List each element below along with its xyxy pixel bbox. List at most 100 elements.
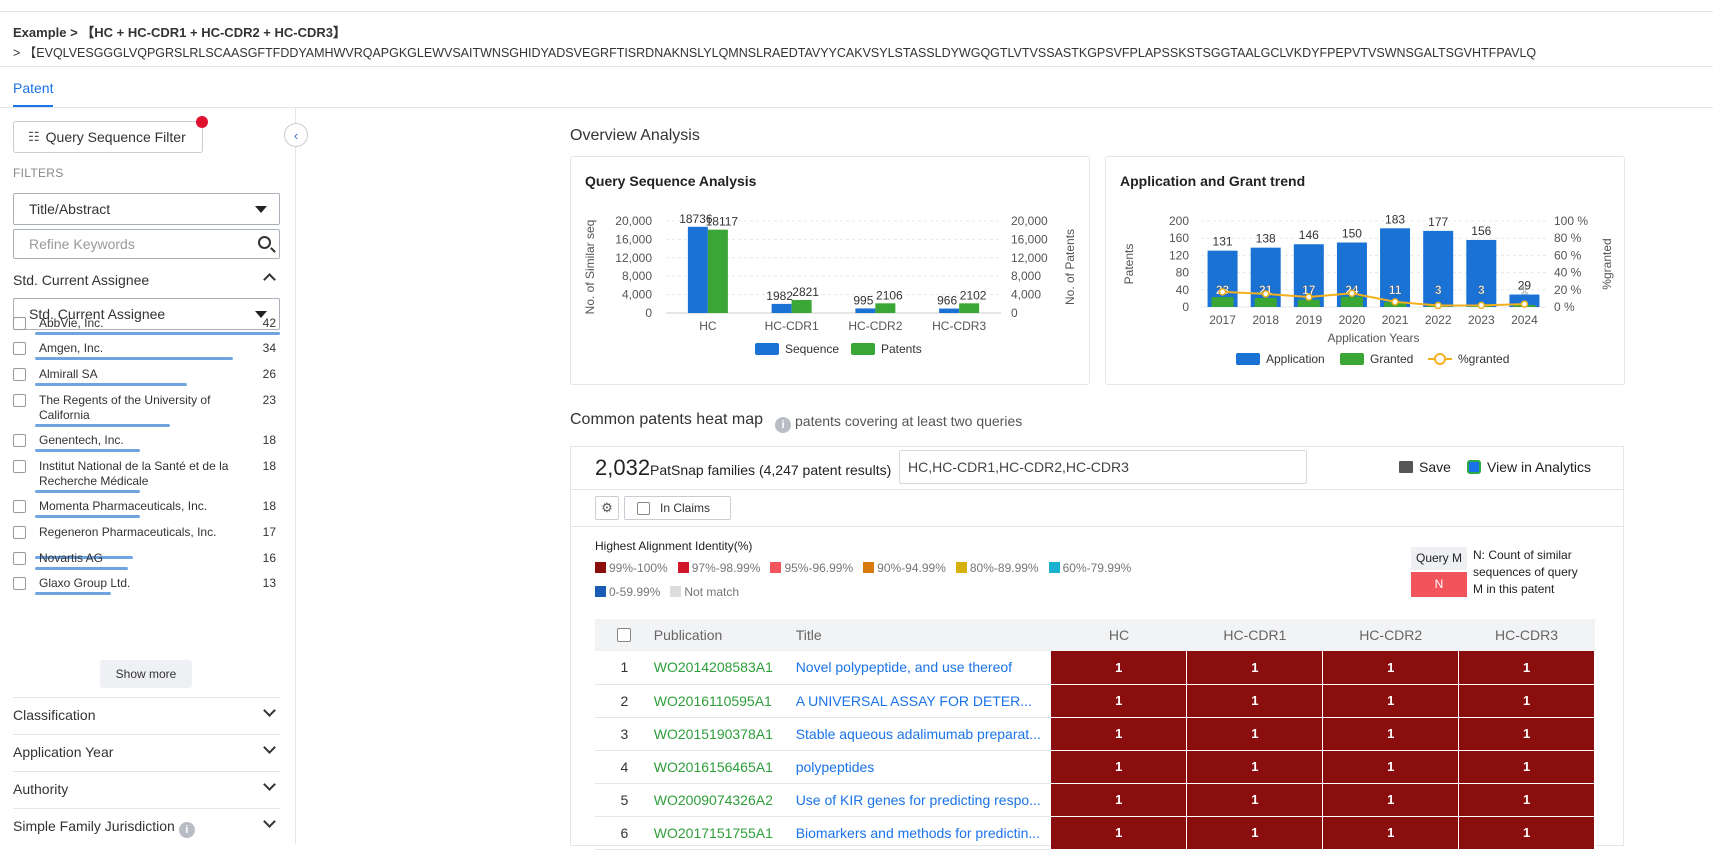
- assignee-checkbox[interactable]: [13, 342, 26, 355]
- publication-link[interactable]: WO2016156465A1: [654, 750, 796, 783]
- heat-cell-hc[interactable]: 1: [1051, 816, 1187, 849]
- assignee-name[interactable]: Momenta Pharmaceuticals, Inc.: [39, 499, 229, 514]
- heat-cell-hc-cdr3[interactable]: 1: [1459, 783, 1595, 816]
- chevron-down-icon[interactable]: [263, 778, 276, 791]
- info-icon[interactable]: i: [775, 417, 791, 433]
- assignee-name[interactable]: Institut National de la Santé et de la R…: [39, 459, 229, 489]
- legend-swatch: [755, 343, 779, 355]
- query-filter-input[interactable]: HC,HC-CDR1,HC-CDR2,HC-CDR3: [899, 450, 1307, 484]
- col-header-hc-cdr1[interactable]: HC-CDR1: [1187, 619, 1323, 651]
- section-classification[interactable]: Classification: [13, 707, 280, 723]
- show-more-button[interactable]: Show more: [100, 660, 192, 688]
- heat-cell-hc[interactable]: 1: [1051, 651, 1187, 684]
- heat-cell-hc-cdr2[interactable]: 1: [1323, 783, 1459, 816]
- title-link[interactable]: Use of KIR genes for predicting respo...: [796, 783, 1051, 816]
- assignee-name[interactable]: Regeneron Pharmaceuticals, Inc.: [39, 525, 229, 540]
- assignee-checkbox[interactable]: [13, 526, 26, 539]
- assignee-name[interactable]: Genentech, Inc.: [39, 433, 229, 448]
- view-in-analytics-button[interactable]: View in Analytics: [1467, 459, 1591, 475]
- assignee-name[interactable]: AbbVie, Inc.: [39, 316, 229, 331]
- section-simple-family-jurisdiction[interactable]: Simple Family Jurisdictioni: [13, 818, 280, 838]
- table-row[interactable]: 1 WO2014208583A1Novel polypeptide, and us…: [595, 651, 1595, 684]
- heat-cell-hc-cdr1[interactable]: 1: [1187, 651, 1323, 684]
- col-header-title[interactable]: Title: [796, 619, 1051, 651]
- settings-button[interactable]: ⚙: [595, 496, 619, 520]
- col-header-hc-cdr3[interactable]: HC-CDR3: [1459, 619, 1595, 651]
- heat-cell-hc-cdr1[interactable]: 1: [1187, 750, 1323, 783]
- chevron-down-icon[interactable]: [263, 741, 276, 754]
- heat-cell-hc-cdr3[interactable]: 1: [1459, 651, 1595, 684]
- publication-link[interactable]: WO2015190378A1: [654, 717, 796, 750]
- assignee-checkbox[interactable]: [13, 394, 26, 407]
- assignee-name[interactable]: Almirall SA: [39, 367, 229, 382]
- col-header-hc[interactable]: HC: [1051, 619, 1187, 651]
- application-grant-trend-card: Application and Grant trend 00 %4020 %80…: [1105, 156, 1625, 385]
- assignee-name[interactable]: The Regents of the University of Califor…: [39, 393, 229, 423]
- heat-cell-hc-cdr3[interactable]: 1: [1459, 717, 1595, 750]
- chevron-up-icon[interactable]: [263, 273, 276, 286]
- table-row[interactable]: 2WO2016110595A1A UNIVERSAL ASSAY FOR DET…: [595, 684, 1595, 717]
- select-all-cell[interactable]: [595, 619, 654, 651]
- publication-link[interactable]: WO2017151755A1: [654, 816, 796, 849]
- search-icon[interactable]: [258, 236, 271, 249]
- chevron-down-icon[interactable]: [263, 704, 276, 717]
- refine-keywords-input[interactable]: Refine Keywords: [13, 229, 280, 259]
- info-icon[interactable]: i: [179, 822, 195, 838]
- assignee-checkbox[interactable]: [13, 368, 26, 381]
- col-header-publication[interactable]: Publication: [654, 619, 796, 651]
- publication-link[interactable]: WO2016110595A1: [654, 684, 796, 717]
- tab-patent[interactable]: Patent: [13, 80, 53, 96]
- legend-swatch: [1236, 353, 1260, 365]
- assignee-name[interactable]: Amgen, Inc.: [39, 341, 229, 356]
- heat-cell-hc-cdr2[interactable]: 1: [1323, 651, 1459, 684]
- heat-cell-hc[interactable]: 1: [1051, 750, 1187, 783]
- save-button[interactable]: Save: [1399, 459, 1451, 475]
- assignee-checkbox[interactable]: [13, 460, 26, 473]
- collapse-sidebar-button[interactable]: ‹: [284, 123, 308, 147]
- table-row[interactable]: 4WO2016156465A1polypeptides1111: [595, 750, 1595, 783]
- table-row[interactable]: 3WO2015190378A1Stable aqueous adalimumab…: [595, 717, 1595, 750]
- title-link[interactable]: A UNIVERSAL ASSAY FOR DETER...: [796, 684, 1051, 717]
- col-header-hc-cdr2[interactable]: HC-CDR2: [1323, 619, 1459, 651]
- heat-cell-hc-cdr3[interactable]: 1: [1459, 684, 1595, 717]
- assignee-checkbox[interactable]: [13, 577, 26, 590]
- field-select[interactable]: Title/Abstract: [13, 193, 280, 225]
- heat-cell-hc-cdr3[interactable]: 1: [1459, 750, 1595, 783]
- row-number: 3: [595, 717, 654, 750]
- table-row[interactable]: 5WO2009074326A2Use of KIR genes for pred…: [595, 783, 1595, 816]
- checkbox[interactable]: [637, 502, 650, 515]
- heat-cell-hc-cdr2[interactable]: 1: [1323, 750, 1459, 783]
- assignee-section-header[interactable]: Std. Current Assignee: [13, 272, 280, 288]
- title-link[interactable]: Stable aqueous adalimumab preparat...: [796, 717, 1051, 750]
- heat-cell-hc[interactable]: 1: [1051, 684, 1187, 717]
- heat-cell-hc[interactable]: 1: [1051, 717, 1187, 750]
- heat-cell-hc-cdr3[interactable]: 1: [1459, 816, 1595, 849]
- publication-link[interactable]: WO2009074326A2: [654, 783, 796, 816]
- title-link[interactable]: Novel polypeptide, and use thereof: [796, 651, 1051, 684]
- query-sequence-filter-button[interactable]: ☷ Query Sequence Filter: [13, 121, 203, 153]
- select-all-checkbox[interactable]: [617, 628, 631, 642]
- assignee-checkbox[interactable]: [13, 552, 26, 565]
- assignee-checkbox[interactable]: [13, 500, 26, 513]
- heat-cell-hc-cdr1[interactable]: 1: [1187, 717, 1323, 750]
- table-header-row: Publication Title HC HC-CDR1 HC-CDR2 HC-…: [595, 619, 1595, 651]
- table-row[interactable]: 6WO2017151755A1Biomarkers and methods fo…: [595, 816, 1595, 849]
- title-link[interactable]: Biomarkers and methods for predictin...: [796, 816, 1051, 849]
- section-application-year[interactable]: Application Year: [13, 744, 280, 760]
- heat-cell-hc-cdr1[interactable]: 1: [1187, 783, 1323, 816]
- heat-cell-hc-cdr2[interactable]: 1: [1323, 684, 1459, 717]
- assignee-checkbox[interactable]: [13, 434, 26, 447]
- assignee-checkbox[interactable]: [13, 317, 26, 330]
- in-claims-toggle[interactable]: In Claims: [624, 496, 731, 520]
- assignee-name[interactable]: Novartis AG: [39, 551, 229, 566]
- chevron-down-icon[interactable]: [263, 815, 276, 828]
- heat-cell-hc-cdr1[interactable]: 1: [1187, 816, 1323, 849]
- publication-link[interactable]: WO2014208583A1: [654, 651, 796, 684]
- heat-cell-hc[interactable]: 1: [1051, 783, 1187, 816]
- heat-cell-hc-cdr2[interactable]: 1: [1323, 717, 1459, 750]
- section-authority[interactable]: Authority: [13, 781, 280, 797]
- heat-cell-hc-cdr2[interactable]: 1: [1323, 816, 1459, 849]
- assignee-name[interactable]: Glaxo Group Ltd.: [39, 576, 229, 591]
- heat-cell-hc-cdr1[interactable]: 1: [1187, 684, 1323, 717]
- title-link[interactable]: polypeptides: [796, 750, 1051, 783]
